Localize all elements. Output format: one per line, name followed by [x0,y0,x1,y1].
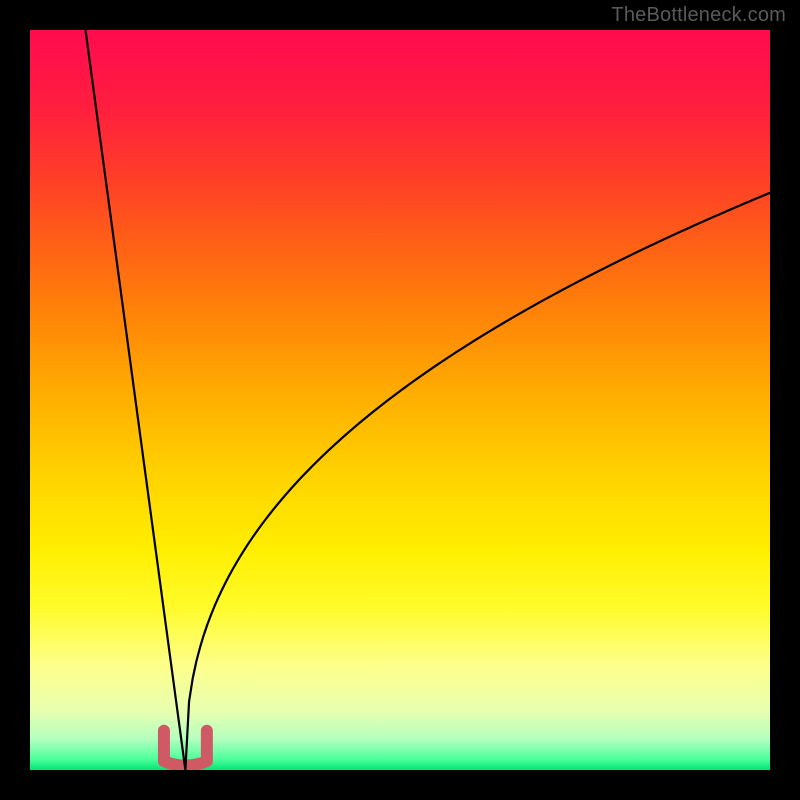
chart-frame: TheBottleneck.com [0,0,800,800]
gradient-background [30,30,770,770]
bottleneck-chart-svg [30,30,770,770]
watermark-text: TheBottleneck.com [611,4,786,27]
plot-area [30,30,770,770]
